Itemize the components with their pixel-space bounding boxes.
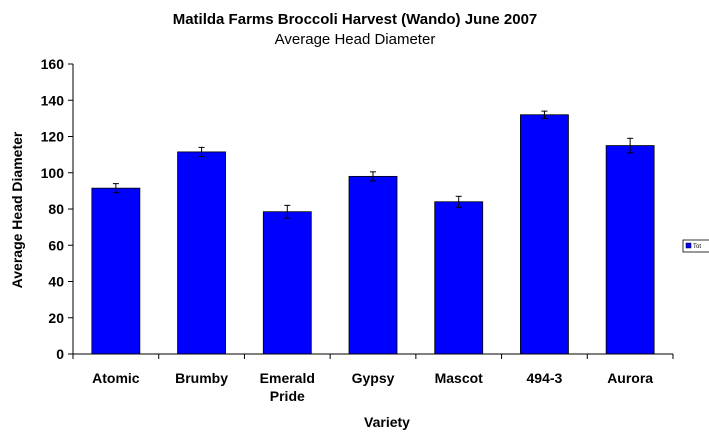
x-tick-label: 494-3 [527,370,563,386]
error-bars [112,110,634,219]
bar [91,187,141,355]
y-tick-label: 60 [48,237,64,253]
x-axis-label: Variety [364,414,410,430]
y-tick-label: 80 [48,201,64,217]
chart-title: Matilda Farms Broccoli Harvest (Wando) J… [173,11,538,28]
y-tick-label: 40 [48,274,64,290]
legend-swatch [685,242,692,249]
x-tick-label: Emerald [260,370,315,386]
y-tick-label: 160 [41,56,65,72]
chart-subtitle: Average Head Diameter [275,31,436,48]
legend: Tot [682,239,709,253]
x-axis-ticks: Atomic Brumby Emerald Pride Gypsy Mascot 494-3… [72,354,674,404]
y-tick-label: 100 [41,165,65,181]
bars [91,114,655,355]
y-axis-ticks: 0 20 40 60 80 100 120 140 160 [41,56,73,362]
bar [348,175,398,355]
bar [177,151,226,355]
legend-series-label: Tot [693,244,701,250]
y-tick-label: 0 [56,346,64,362]
y-axis-label: Average Head Diameter [9,131,25,288]
x-tick-label: Atomic [92,370,140,386]
bar [262,211,312,355]
bar [434,201,484,355]
x-tick-label: Pride [270,388,305,404]
y-tick-label: 20 [48,310,64,326]
bar [520,114,569,355]
x-tick-label: Mascot [435,370,484,386]
x-tick-label: Aurora [607,370,653,386]
bar [605,145,655,355]
y-tick-label: 120 [41,129,65,145]
x-tick-label: Gypsy [352,370,395,386]
x-tick-label: Brumby [175,370,228,386]
y-tick-label: 140 [41,92,65,108]
